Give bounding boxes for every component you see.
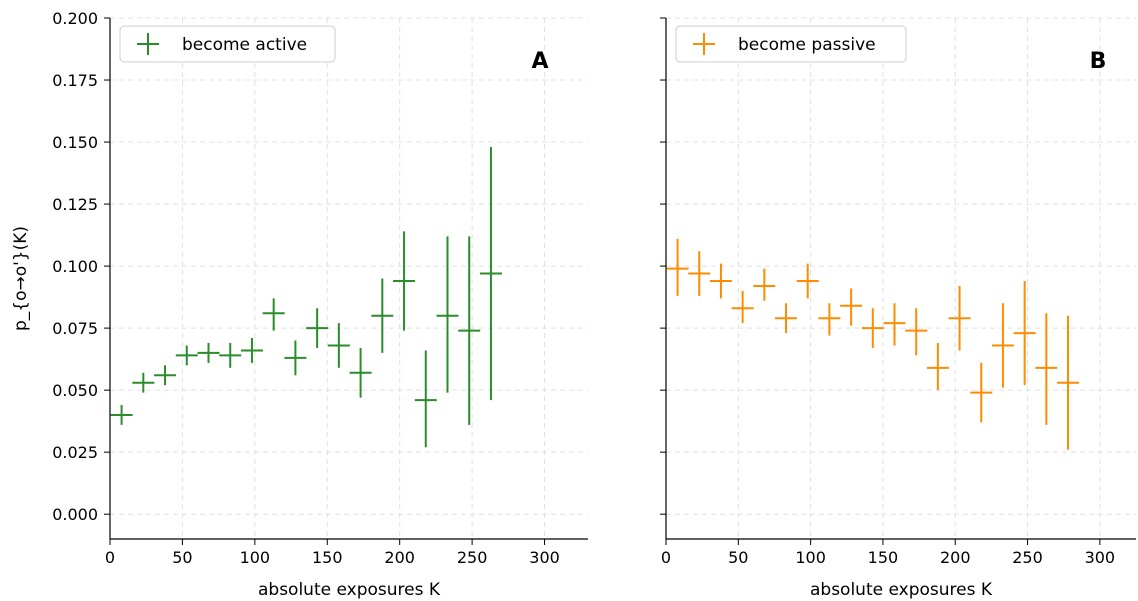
x-tick-label: 300 [1085, 548, 1116, 567]
data-point [883, 303, 906, 346]
data-point [948, 285, 971, 351]
data-point [479, 147, 502, 401]
data-point [991, 303, 1014, 388]
data-point [753, 268, 776, 301]
legend-box [119, 25, 336, 63]
data-point [436, 236, 459, 393]
legend-box [675, 25, 907, 63]
y-tick-label: 0.050 [52, 381, 98, 400]
data-point [262, 298, 285, 331]
x-tick-label: 0 [661, 548, 671, 567]
data-point [1057, 315, 1080, 450]
y-tick-label: 0.175 [52, 71, 98, 90]
data-point [414, 350, 437, 448]
data-point [219, 343, 242, 368]
data-point [284, 340, 307, 376]
data-point [796, 263, 819, 299]
y-tick-label: 0.100 [52, 257, 98, 276]
data-point [666, 238, 689, 296]
x-tick-label: 100 [795, 548, 826, 567]
data-point [688, 251, 711, 296]
data-point [458, 236, 481, 425]
data-point [327, 323, 350, 368]
y-tick-label: 0.125 [52, 195, 98, 214]
data-point [175, 345, 198, 366]
x-axis-label: absolute exposures K [258, 580, 441, 600]
y-tick-label: 0.000 [52, 505, 98, 524]
data-point [818, 303, 841, 336]
x-tick-label: 50 [172, 548, 192, 567]
x-tick-label: 100 [240, 548, 271, 567]
x-tick-label: 0 [105, 548, 115, 567]
legend: become active [119, 25, 336, 63]
x-tick-label: 250 [1012, 548, 1043, 567]
data-point [970, 362, 993, 423]
x-tick-label: 50 [728, 548, 748, 567]
data-point [775, 303, 798, 334]
y-tick-label: 0.075 [52, 319, 98, 338]
panel-label: A [531, 49, 548, 74]
x-tick-label: 250 [457, 548, 488, 567]
x-tick-label: 300 [529, 548, 560, 567]
x-tick-label: 200 [940, 548, 971, 567]
data-point [154, 365, 177, 386]
data-point [926, 343, 949, 391]
data-point [240, 338, 263, 363]
panel-label: B [1090, 49, 1107, 74]
data-point [306, 308, 329, 348]
data-point [371, 278, 394, 353]
data-point [110, 405, 133, 425]
x-tick-label: 150 [312, 548, 343, 567]
y-tick-label: 0.025 [52, 443, 98, 462]
x-axis-label: absolute exposures K [810, 580, 993, 600]
data-point [197, 343, 220, 363]
data-point [393, 231, 416, 331]
x-tick-label: 150 [868, 548, 899, 567]
data-point [349, 347, 372, 398]
panel-a: 0 50 100 150 200 250 300 0.000 0.025 0.050 0.075 0.… [11, 9, 588, 600]
x-tick-label: 200 [384, 548, 415, 567]
data-point [132, 372, 155, 393]
data-point [1035, 313, 1058, 425]
y-tick-label: 0.200 [52, 9, 98, 28]
data-point [840, 288, 863, 326]
y-axis-label: p_{o→o'}(K) [11, 226, 31, 331]
y-tick-label: 0.150 [52, 133, 98, 152]
data-point [905, 308, 928, 356]
data-point [1013, 280, 1036, 386]
data-point [709, 263, 732, 299]
panel-b: 0 50 100 150 200 250 300 absolute exposures K Bb… [660, 17, 1136, 600]
data-point [861, 308, 884, 348]
legend: become passive [675, 25, 907, 63]
legend-label: become active [182, 35, 307, 55]
data-point [731, 290, 754, 324]
legend-label: become passive [738, 35, 876, 55]
